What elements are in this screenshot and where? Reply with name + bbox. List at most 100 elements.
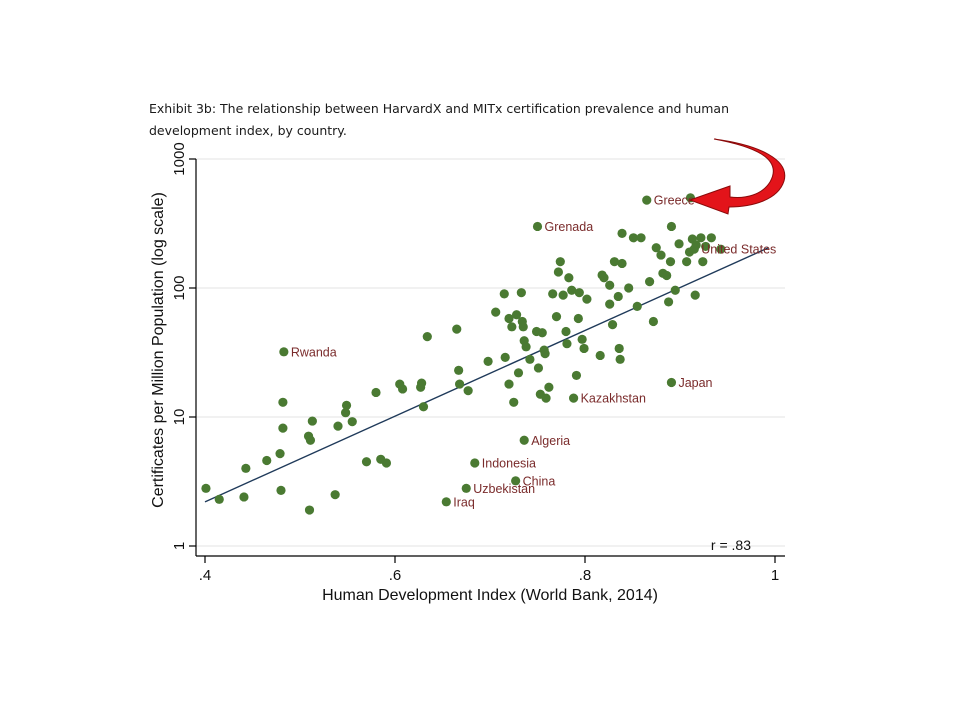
scatter-point: [701, 241, 711, 252]
scatter-point: [262, 455, 272, 466]
scatter-point: [651, 243, 661, 253]
scatter-point: [574, 288, 584, 298]
scatter-point: [656, 250, 666, 260]
scatter-point: [454, 365, 464, 375]
chart-caption: Exhibit 3b: The relationship between Har…: [149, 101, 730, 138]
scatter-point: [511, 310, 522, 320]
correlation-annotation: r = .83: [711, 537, 751, 553]
scatter-point: [636, 233, 646, 243]
scatter-point: [371, 387, 381, 398]
scatter-point: [573, 313, 583, 324]
scatter-point: [278, 397, 288, 407]
scatter-point: [562, 339, 572, 349]
scatter-point: [333, 421, 343, 431]
x-tick-label: .4: [199, 567, 212, 584]
x-axis-title: Human Development Index (World Bank, 201…: [322, 587, 658, 604]
scatter-point: [239, 492, 249, 502]
point-united-states: [689, 244, 699, 254]
x-ticks: .4 .6 .8 1: [199, 556, 779, 584]
point-grenada: [532, 221, 543, 232]
point-iraq: [441, 497, 451, 507]
point-rwanda: [279, 347, 289, 357]
point-label-indonesia: Indonesia: [482, 456, 536, 470]
scatter-point: [521, 342, 531, 352]
scatter-point: [417, 378, 427, 388]
scatter-point: [561, 326, 571, 337]
y-axis-title: Certificates per Million Population (log…: [150, 192, 167, 508]
scatter-point: [571, 370, 582, 381]
scatter-point: [632, 301, 642, 312]
scatter-point: [706, 233, 716, 243]
scatter-point: [662, 270, 672, 281]
scatter-point: [499, 289, 509, 299]
scatter-point: [674, 239, 684, 249]
point-label-rwanda: Rwanda: [291, 345, 337, 359]
point-indonesia: [470, 458, 480, 468]
scatter-point: [537, 328, 547, 338]
scatter-point: [483, 356, 493, 366]
point-label-china: China: [523, 474, 556, 488]
scatter-point: [696, 233, 706, 243]
scatter-point: [201, 483, 211, 493]
scatter-point: [276, 485, 286, 495]
x-tick-label: .6: [389, 567, 402, 584]
point-china: [511, 476, 521, 486]
scatter-point: [682, 257, 692, 267]
scatter-point: [513, 368, 524, 378]
scatter-point: [558, 290, 568, 300]
y-tick-label: 1000: [171, 142, 188, 175]
data-points: [201, 193, 726, 515]
scatter-point: [582, 294, 592, 304]
scatter-point: [509, 397, 519, 407]
scatter-point: [553, 267, 564, 277]
scatter-point: [278, 423, 288, 433]
scatter-point: [690, 290, 700, 300]
scatter-point: [614, 343, 624, 354]
x-tick-label: 1: [771, 567, 779, 584]
scatter-point: [500, 352, 510, 362]
point-label-uzbekistan: Uzbekistan: [473, 482, 535, 496]
scatter-point: [628, 233, 639, 243]
scatter-point: [607, 320, 618, 330]
scatter-point: [347, 417, 357, 427]
scatter-point: [504, 313, 514, 324]
point-label-grenada: Grenada: [545, 220, 594, 234]
scatter-point: [648, 316, 659, 327]
scatter-point: [617, 258, 627, 269]
scatter-point: [577, 334, 587, 344]
scatter-point: [541, 393, 551, 403]
scatter-point: [507, 322, 517, 332]
curved-arrow-icon: [688, 138, 786, 215]
y-tick-label: 10: [171, 409, 188, 426]
scatter-point: [275, 449, 285, 459]
point-label-japan: Japan: [678, 376, 712, 390]
scatter-point: [491, 307, 501, 317]
scatter-point: [304, 505, 315, 515]
scatter-point: [361, 457, 372, 467]
scatter-point: [609, 257, 620, 267]
point-label-greece: Greece: [654, 194, 695, 208]
scatter-point: [341, 408, 351, 418]
scatter-point: [214, 494, 224, 504]
scatter-point: [665, 257, 676, 267]
point-kazakhstan: [569, 393, 579, 403]
point-label-algeria: Algeria: [531, 434, 570, 448]
scatter-point: [599, 273, 609, 283]
scatter-point: [533, 363, 544, 373]
gridlines: [196, 158, 785, 547]
scatter-point: [418, 402, 429, 412]
scatter-point: [624, 283, 634, 293]
scatter-point: [422, 332, 432, 342]
scatter-point: [305, 435, 316, 445]
scatter-point: [540, 349, 550, 359]
scatter-point: [452, 324, 462, 334]
scatter-point: [564, 273, 574, 283]
scatter-point: [241, 463, 251, 473]
scatter-point: [463, 386, 473, 396]
scatter-point: [551, 312, 562, 322]
scatter-point: [381, 458, 392, 468]
scatter-point: [307, 416, 317, 426]
axes: [195, 159, 785, 557]
scatter-point: [567, 285, 577, 295]
